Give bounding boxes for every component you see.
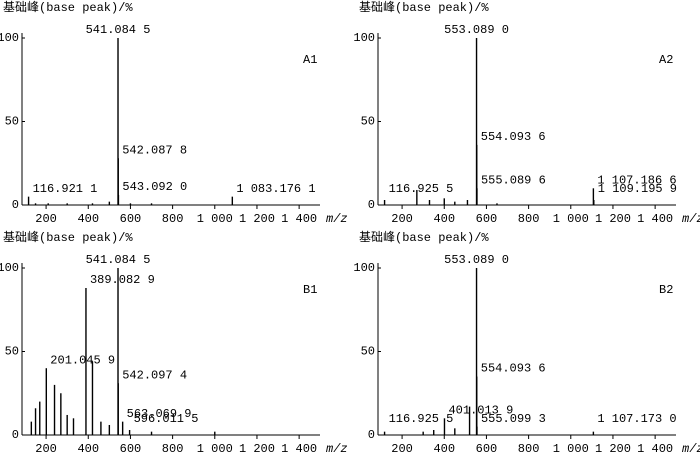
x-tick-label: 1 000 <box>553 442 589 454</box>
x-tick-label: 400 <box>77 212 99 226</box>
y-tick-label: 100 <box>353 261 375 275</box>
y-tick-label: 0 <box>368 198 375 212</box>
x-tick-label: 200 <box>35 442 57 454</box>
peak-label: 553.089 0 <box>444 253 509 267</box>
y-tick-label: 100 <box>0 261 19 275</box>
peak-label: 555.089 6 <box>481 173 546 187</box>
x-tick-label: 800 <box>162 212 184 226</box>
x-tick-label: 1 400 <box>637 442 673 454</box>
x-tick-label: 800 <box>162 442 184 454</box>
peak-label: 543.092 0 <box>122 180 187 194</box>
y-tick-label: 100 <box>0 31 19 45</box>
y-tick-label: 0 <box>368 428 375 442</box>
peak-label: 542.097 4 <box>122 368 187 382</box>
x-tick-label: 1 000 <box>197 442 233 454</box>
peak-label: 201.045 9 <box>50 353 115 367</box>
x-tick-label: 1 200 <box>239 442 275 454</box>
peak-label: 596.011 5 <box>134 412 199 426</box>
x-tick-label: 800 <box>518 212 540 226</box>
x-tick-label: 600 <box>476 442 498 454</box>
x-tick-label: 1 200 <box>595 212 631 226</box>
x-tick-label: 1 000 <box>553 212 589 226</box>
peak-label: 116.921 1 <box>33 182 98 196</box>
x-tick-label: 200 <box>391 212 413 226</box>
y-tick-label: 50 <box>5 115 19 129</box>
panel-label: A2 <box>659 53 673 67</box>
x-tick-label: 1 200 <box>239 212 275 226</box>
panel-label: B2 <box>659 283 673 297</box>
x-tick-label: 200 <box>35 212 57 226</box>
peak-label: 553.089 0 <box>444 23 509 37</box>
y-axis-title: 基础峰(base peak)/% <box>359 0 489 15</box>
x-tick-label: 1 200 <box>595 442 631 454</box>
peak-label: 1 083.176 1 <box>236 182 315 196</box>
y-tick-label: 0 <box>12 428 19 442</box>
x-axis-title: m/z <box>682 442 700 454</box>
y-tick-label: 50 <box>5 345 19 359</box>
x-tick-label: 1 400 <box>637 212 673 226</box>
y-tick-label: 100 <box>353 31 375 45</box>
peak-label: 554.093 6 <box>481 130 546 144</box>
x-tick-label: 1 400 <box>281 442 317 454</box>
panel-label: A1 <box>303 53 317 67</box>
peak-label: 1 109.195 9 <box>598 182 677 196</box>
x-tick-label: 400 <box>433 212 455 226</box>
x-axis-title: m/z <box>682 212 700 226</box>
x-tick-label: 600 <box>476 212 498 226</box>
peak-label: 1 107.173 0 <box>597 412 676 426</box>
panel-label: B1 <box>303 283 317 297</box>
x-tick-label: 200 <box>391 442 413 454</box>
x-tick-label: 400 <box>77 442 99 454</box>
x-tick-label: 400 <box>433 442 455 454</box>
peak-label: 389.082 9 <box>90 273 155 287</box>
peak-label: 541.084 5 <box>86 23 151 37</box>
peak-label: 116.925 5 <box>389 412 454 426</box>
x-tick-label: 1 000 <box>197 212 233 226</box>
y-tick-label: 0 <box>12 198 19 212</box>
peak-label: 541.084 5 <box>86 253 151 267</box>
x-tick-label: 600 <box>120 212 142 226</box>
peak-label: 555.099 3 <box>481 412 546 426</box>
peak-label: 542.087 8 <box>122 143 187 157</box>
peak-label: 401.013 9 <box>448 403 513 417</box>
y-tick-label: 50 <box>361 115 375 129</box>
x-tick-label: 800 <box>518 442 540 454</box>
peak-label: 116.925 5 <box>389 182 454 196</box>
x-tick-label: 1 400 <box>281 212 317 226</box>
x-axis-title: m/z <box>326 442 348 454</box>
peak-label: 554.093 6 <box>481 362 546 376</box>
peak-label: 1 107.186 6 <box>597 173 676 187</box>
y-axis-title: 基础峰(base peak)/% <box>3 0 133 15</box>
y-axis-title: 基础峰(base peak)/% <box>3 230 133 245</box>
peak-label: 563.069 9 <box>127 407 192 421</box>
y-axis-title: 基础峰(base peak)/% <box>359 230 489 245</box>
x-tick-label: 600 <box>120 442 142 454</box>
x-axis-title: m/z <box>326 212 348 226</box>
y-tick-label: 50 <box>361 345 375 359</box>
